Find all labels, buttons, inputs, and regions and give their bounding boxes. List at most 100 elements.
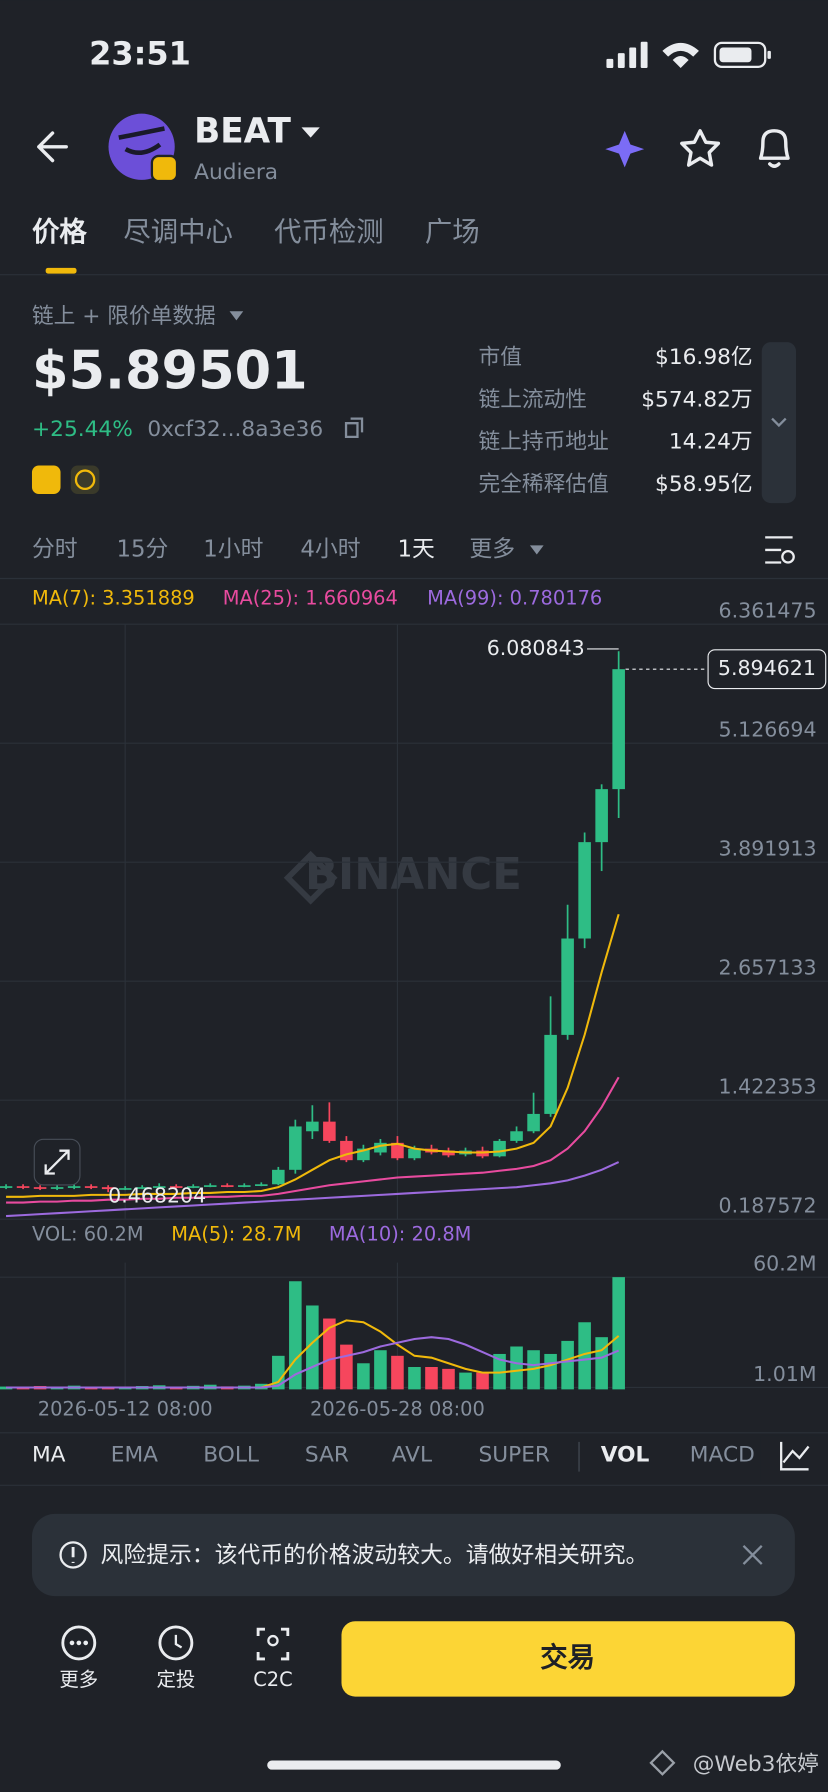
c2c-icon[interactable] (256, 1627, 290, 1661)
candle-body (493, 1140, 506, 1157)
ma-legend: MA(25): 1.660964 (223, 587, 398, 610)
candle-body (374, 1142, 387, 1153)
source-caret[interactable] (229, 311, 244, 321)
watermark: BINANCE (305, 850, 522, 900)
volume-bar (272, 1355, 285, 1390)
candle-body (67, 1186, 81, 1188)
candle-body (391, 1142, 404, 1159)
volume-bar (340, 1344, 353, 1390)
status-time: 23:51 (89, 34, 191, 72)
footer-logo (649, 1749, 676, 1776)
fullscreen-icon[interactable] (44, 1149, 70, 1175)
volume-bar (442, 1368, 455, 1390)
expand-chevron[interactable] (771, 417, 787, 428)
risk-notice (31, 1513, 795, 1597)
volume-bar (544, 1353, 557, 1390)
interval[interactable]: 分时 (32, 536, 78, 562)
vol-ma-legend: MA(5): 28.7M (171, 1223, 301, 1246)
stat-value: $58.95亿 (655, 472, 753, 497)
symbol-caret[interactable] (301, 127, 320, 138)
volume-bar (391, 1355, 404, 1390)
chart-settings-gear[interactable] (781, 549, 795, 564)
candle-body (203, 1185, 217, 1187)
interval[interactable]: 4小时 (300, 536, 360, 562)
volume-bar (357, 1363, 370, 1390)
avatar-art (118, 126, 165, 156)
token-name: Audiera (194, 160, 278, 185)
trade-button[interactable] (341, 1621, 795, 1697)
close-notice[interactable] (742, 1545, 763, 1565)
chart-settings[interactable] (765, 536, 793, 564)
candle-body (220, 1185, 234, 1187)
candle-body (289, 1126, 302, 1170)
candle-body (272, 1169, 285, 1185)
price-change: +25.44% (32, 417, 133, 442)
indicator[interactable]: SAR (305, 1443, 349, 1468)
candle-body (561, 938, 574, 1035)
alert-button[interactable] (758, 129, 790, 168)
price: $5.89501 (32, 341, 308, 402)
price-tag-label: 5.894621 (718, 656, 816, 680)
trade-button-label[interactable]: 交易 (540, 1641, 595, 1673)
interval-caret[interactable] (529, 545, 544, 555)
indicator-settings[interactable] (780, 1441, 810, 1471)
price-source[interactable]: 链上 + 限价单数据 (32, 304, 216, 329)
candle-body (0, 1186, 13, 1188)
stats-expand[interactable] (761, 342, 797, 504)
indicator[interactable]: MA (32, 1443, 66, 1468)
dca-icon-hands[interactable] (174, 1634, 183, 1649)
ma-legend: MA(99): 0.780176 (427, 587, 602, 610)
stat-value: $574.82万 (641, 387, 752, 412)
ma-line (6, 1076, 620, 1204)
y-tick-label: 6.361475 (719, 599, 817, 623)
candle-body (33, 1187, 47, 1189)
indicator[interactable]: BOLL (203, 1443, 259, 1468)
back-button[interactable] (37, 131, 68, 163)
indicator[interactable]: SUPER (479, 1443, 551, 1468)
y-tick-label: 0.187572 (719, 1194, 817, 1218)
favorite-button[interactable] (680, 129, 721, 167)
candle-body (16, 1186, 30, 1188)
risk-text: 风险提示：该代币的价格波动较大。请做好相关研究。 (101, 1543, 649, 1569)
action-label[interactable]: 更多 (59, 1668, 98, 1691)
stat-value: $16.98亿 (655, 345, 753, 370)
action-label[interactable]: C2C (253, 1668, 292, 1691)
tab[interactable]: 广场 (425, 217, 480, 248)
candle-body (238, 1185, 251, 1187)
indicator[interactable]: VOL (601, 1443, 650, 1468)
watermark-logo (283, 850, 338, 905)
indicator[interactable]: EMA (111, 1443, 158, 1468)
token-symbol[interactable]: BEAT (194, 112, 291, 152)
tab[interactable]: 价格 (32, 217, 87, 248)
y-tick-label: 1.01M (753, 1362, 816, 1386)
interval[interactable]: 更多 (469, 536, 515, 562)
interval[interactable]: 1天 (397, 536, 435, 562)
candle-body (442, 1150, 455, 1156)
status-icons (606, 41, 771, 69)
indicator[interactable]: MACD (690, 1443, 755, 1468)
indicator-fade (760, 1435, 828, 1481)
more-icon[interactable] (61, 1625, 97, 1661)
indicator[interactable]: AVL (392, 1443, 432, 1468)
volume-bar (323, 1318, 336, 1390)
vol-legend: VOL: 60.2M (32, 1223, 144, 1246)
dca-icon[interactable] (158, 1625, 194, 1661)
contract-address: 0xcf32...8a3e36 (147, 417, 323, 442)
candle-body (101, 1187, 115, 1190)
stat-label: 市值 (479, 345, 522, 370)
interval[interactable]: 15分 (116, 536, 168, 562)
candle-body (152, 1186, 166, 1188)
ai-button[interactable] (605, 130, 645, 168)
action-label[interactable]: 定投 (156, 1668, 195, 1691)
low-label: 0.468204 (108, 1184, 206, 1208)
tab[interactable]: 尽调中心 (123, 217, 233, 248)
y-tick-label: 3.891913 (719, 837, 817, 861)
interval[interactable]: 1小时 (203, 536, 263, 562)
c2c-icon-person[interactable] (267, 1634, 279, 1647)
volume-bar (408, 1367, 421, 1390)
copy-button[interactable] (344, 417, 364, 439)
volume-bar (459, 1372, 472, 1390)
tab[interactable]: 代币检测 (274, 217, 384, 248)
stat-label: 完全稀释估值 (479, 472, 609, 497)
